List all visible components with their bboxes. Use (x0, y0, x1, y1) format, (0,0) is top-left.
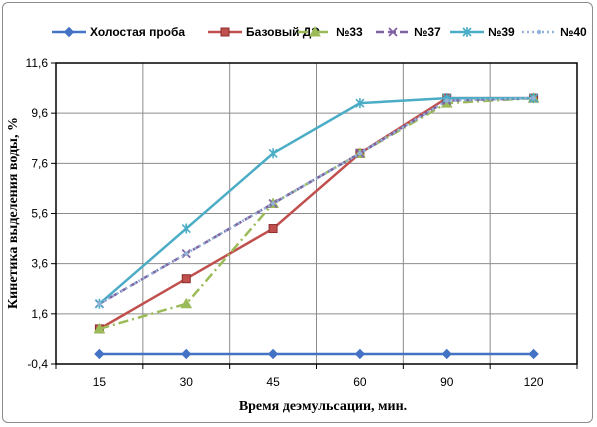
data-point (357, 151, 363, 156)
legend-label: Базовый ДЭ (246, 25, 320, 39)
x-tick-label: 15 (93, 375, 107, 389)
y-tick-label: 11,6 (26, 56, 49, 70)
x-tick-label: 120 (524, 375, 544, 389)
data-point (97, 301, 102, 306)
series-line (98, 96, 534, 305)
data-point (63, 26, 75, 38)
data-point (462, 27, 472, 37)
data-point (528, 348, 539, 360)
data-point (94, 348, 105, 360)
plot-border (55, 62, 578, 365)
data-point (355, 98, 365, 109)
data-point (93, 322, 106, 334)
y-tick-label: 1,6 (31, 307, 48, 321)
y-tick-label: 5,6 (31, 207, 48, 221)
data-point (181, 274, 191, 284)
data-point (180, 297, 193, 309)
series-line (99, 96, 534, 331)
data-point (181, 223, 191, 234)
y-tick-label: -0,4 (27, 357, 48, 371)
data-point (184, 251, 189, 256)
series-1 (94, 348, 539, 360)
data-point (181, 348, 192, 360)
y-tick-label: 7,6 (31, 156, 48, 170)
legend: Холостая проба Базовый ДЭ №33 №37 №39 №40 (52, 25, 587, 39)
legend-item: №39 (450, 25, 515, 39)
data-point (444, 98, 449, 103)
y-axis-title: Кинетика выделения воды, % (6, 117, 21, 309)
data-point (270, 201, 276, 206)
data-point (309, 25, 321, 37)
legend-item: №40 (522, 25, 587, 39)
data-point (354, 348, 366, 360)
data-point (531, 95, 536, 101)
legend-item: №33 (298, 25, 363, 39)
y-tick-label: 9,6 (31, 106, 48, 120)
legend-label: №39 (488, 25, 515, 39)
data-point (268, 224, 278, 234)
data-point (220, 27, 230, 37)
y-tick-label: 3,6 (31, 257, 48, 271)
data-point (536, 29, 542, 35)
x-tick-label: 90 (440, 375, 454, 389)
legend-item: Холостая проба (52, 25, 185, 39)
legend-item: Базовый ДЭ (208, 25, 320, 39)
series-line (98, 96, 534, 305)
x-tick-label: 30 (180, 375, 194, 389)
plot-area: -0,4 1,6 3,6 5,6 7,6 9,6 11,6 15 30 45 60 90 120 (26, 56, 578, 389)
data-point (267, 348, 279, 360)
legend-label: №33 (336, 25, 363, 39)
data-point (441, 348, 452, 360)
legend-item: №37 (376, 25, 441, 39)
data-point (268, 148, 278, 159)
legend-label: №37 (414, 25, 441, 39)
legend-label: №40 (560, 25, 587, 39)
legend-label: Холостая проба (90, 25, 185, 39)
data-point (388, 27, 398, 37)
series-6 (97, 95, 536, 306)
x-axis-title: Время деэмульсации, мин. (239, 399, 407, 414)
x-tick-label: 60 (353, 375, 367, 389)
x-tick-label: 45 (266, 375, 280, 389)
